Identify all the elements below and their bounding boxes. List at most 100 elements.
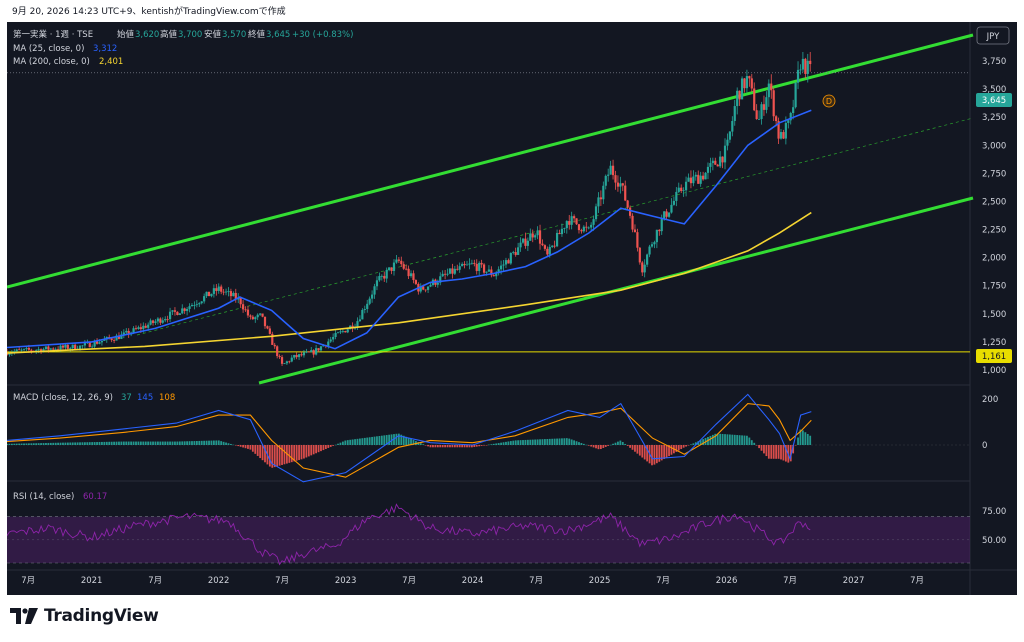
- candle-body: [378, 276, 381, 281]
- candle-body: [261, 313, 264, 317]
- macd-histogram-bar: [711, 434, 714, 445]
- candle-body: [392, 262, 396, 271]
- macd-histogram-bar: [424, 445, 427, 446]
- macd-histogram-bar: [714, 433, 717, 445]
- candle-body: [709, 163, 712, 167]
- chart-canvas[interactable]: 4,0003,7503,5003,2503,0002,7502,5002,250…: [7, 22, 1017, 595]
- candle-body: [341, 330, 344, 332]
- macd-histogram-bar: [251, 445, 254, 452]
- macd-histogram-bar: [186, 441, 189, 445]
- candle-body: [663, 211, 666, 220]
- time-axis-label: 7月: [21, 576, 35, 586]
- macd-histogram-bar: [247, 445, 249, 449]
- macd-histogram-bar: [273, 445, 276, 468]
- macd-histogram-bar: [371, 436, 373, 445]
- candle-body: [461, 263, 464, 267]
- candle-body: [738, 90, 741, 100]
- macd-histogram-bar: [597, 445, 600, 450]
- candle-body: [568, 221, 571, 225]
- candle-body: [524, 238, 527, 246]
- macd-histogram-bar: [570, 439, 573, 445]
- macd-histogram-bar: [191, 441, 193, 445]
- candle-body: [88, 342, 91, 348]
- candle-body: [414, 280, 418, 284]
- macd-histogram-bar: [324, 445, 327, 450]
- candle-body: [426, 286, 430, 290]
- macd-histogram-bar: [101, 441, 103, 445]
- candle-body: [770, 83, 773, 91]
- macd-value-1: 37: [121, 393, 132, 403]
- candle-body: [475, 263, 478, 271]
- candle-body: [792, 107, 795, 114]
- candle-body: [380, 275, 383, 277]
- time-axis-label: 2026: [716, 576, 738, 586]
- macd-histogram-bar: [295, 445, 298, 461]
- macd-histogram-bar: [88, 442, 91, 445]
- macd-histogram-bar: [449, 445, 451, 448]
- macd-histogram-bar: [738, 435, 741, 445]
- macd-histogram-bar: [96, 442, 98, 445]
- candle-body: [297, 354, 301, 358]
- macd-histogram-bar: [458, 445, 461, 448]
- macd-histogram-bar: [346, 440, 349, 445]
- price-axis-label: 2,500: [982, 197, 1006, 207]
- time-axis-label: 2027: [843, 576, 865, 586]
- macd-histogram-bar: [57, 442, 60, 445]
- candle-body: [762, 104, 766, 110]
- ma200-line: [7, 211, 812, 354]
- candle-body: [682, 190, 685, 192]
- candle-body: [186, 308, 189, 311]
- price-axis-label: 2,750: [982, 169, 1006, 179]
- candle-body: [726, 139, 729, 146]
- macd-histogram-bar: [806, 433, 809, 445]
- candle-body: [409, 273, 413, 277]
- macd-histogram-bar: [232, 444, 235, 446]
- macd-histogram-bar: [15, 443, 18, 445]
- candle-body: [69, 348, 72, 349]
- macd-histogram-bar: [643, 445, 646, 460]
- candle-body: [61, 345, 65, 348]
- macd-histogram-bar: [582, 443, 585, 445]
- candle-body: [288, 361, 291, 363]
- macd-histogram-bar: [135, 441, 137, 445]
- candle-body: [217, 286, 220, 291]
- macd-histogram-bar: [83, 442, 86, 445]
- macd-histogram-bar: [47, 442, 50, 445]
- candle-body: [83, 343, 86, 346]
- candle-body: [687, 177, 690, 182]
- candle-body: [156, 318, 160, 322]
- macd-histogram-bar: [466, 445, 468, 448]
- candle-body: [346, 329, 349, 333]
- macd-histogram-bar: [215, 440, 218, 445]
- macd-histogram-bar: [561, 438, 563, 445]
- candle-body: [784, 122, 787, 139]
- macd-histogram-bar: [587, 445, 590, 446]
- candle-body: [117, 335, 121, 339]
- macd-histogram-bar: [195, 440, 198, 445]
- macd-histogram-bar: [451, 445, 454, 448]
- macd-histogram-bar: [254, 445, 257, 454]
- candle-body: [429, 284, 432, 287]
- candle-body: [655, 229, 658, 243]
- candle-body: [64, 344, 67, 348]
- candle-body: [215, 288, 218, 291]
- candle-body: [42, 349, 45, 352]
- candle-body: [422, 286, 425, 290]
- currency-box[interactable]: [976, 26, 1010, 45]
- macd-histogram-bar: [283, 445, 286, 465]
- candle-body: [534, 235, 537, 238]
- candle-body: [368, 298, 371, 304]
- macd-histogram-bar: [193, 441, 196, 445]
- dividend-marker-icon[interactable]: [822, 94, 836, 108]
- candle-body: [721, 156, 724, 163]
- axes: 4,0003,7503,5003,2503,0002,7502,5002,250…: [21, 29, 1006, 586]
- macd-histogram-bar: [171, 441, 174, 445]
- candle-body: [95, 341, 99, 344]
- macd-axis-label: 0: [982, 441, 987, 451]
- candle-body: [100, 340, 104, 343]
- time-axis-label: 2023: [335, 576, 357, 586]
- macd-histogram-bar: [64, 442, 67, 445]
- rsi-axis-label: 50.00: [982, 536, 1006, 546]
- macd-histogram-bar: [427, 445, 429, 447]
- tradingview-logo[interactable]: TradingView: [10, 606, 159, 626]
